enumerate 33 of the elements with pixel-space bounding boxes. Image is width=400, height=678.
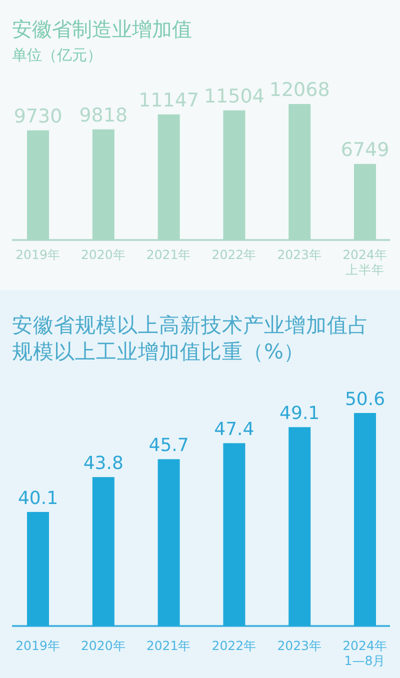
bar	[354, 164, 376, 240]
data-label: 50.6	[344, 389, 386, 410]
x-tick-label: 2023年	[277, 247, 322, 262]
x-tick-label: 2024年1—8月	[342, 638, 388, 668]
x-tick-label: 2019年	[16, 247, 60, 262]
data-label: 47.4	[214, 419, 254, 440]
x-tick-label: 2021年	[146, 638, 192, 653]
x-tick-label: 2024年上半年	[342, 247, 388, 277]
data-label: 45.7	[148, 435, 189, 456]
data-label: 40.1	[18, 488, 58, 509]
bar	[92, 129, 114, 240]
x-tick-label: 2020年	[80, 247, 126, 262]
chart-title: 安徽省制造业增加值	[12, 17, 192, 41]
data-label: 11147	[138, 89, 200, 112]
x-tick-label: 2022年	[212, 638, 257, 653]
data-label: 6749	[340, 138, 390, 161]
data-label: 9818	[79, 104, 128, 126]
bar	[288, 104, 311, 240]
chart-subtitle: 单位（亿元）	[12, 46, 102, 64]
data-label: 43.8	[83, 453, 124, 474]
bar	[223, 110, 246, 240]
data-label: 49.1	[280, 403, 320, 424]
x-tick-label: 2020年	[80, 638, 126, 653]
x-tick-label: 2023年	[277, 638, 322, 653]
bar	[27, 130, 49, 240]
chart-title: 安徽省规模以上高新技术产业增加值占规模以上工业增加值比重（%）	[12, 313, 369, 364]
bar	[158, 114, 180, 240]
x-tick-label: 2022年	[212, 247, 257, 262]
data-label: 9730	[14, 105, 62, 128]
data-label: 11504	[204, 85, 264, 108]
x-tick-label: 2019年	[16, 638, 60, 653]
data-label: 12068	[269, 79, 330, 101]
x-tick-label: 2021年	[146, 247, 192, 262]
